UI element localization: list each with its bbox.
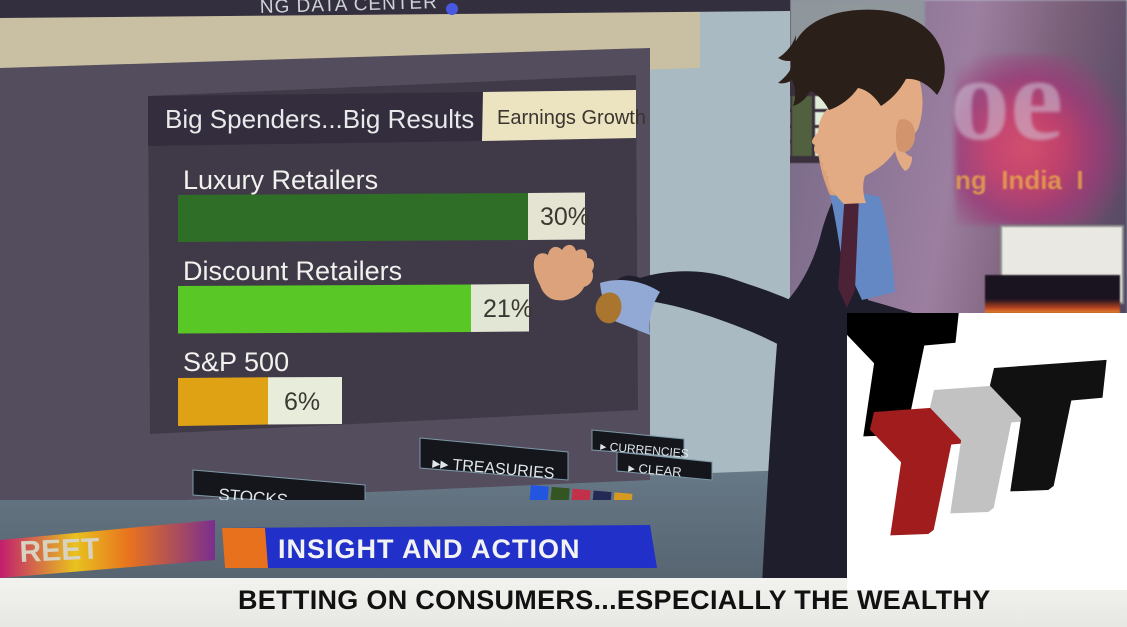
svg-text:INSIGHT AND ACTION: INSIGHT AND ACTION	[278, 534, 581, 564]
